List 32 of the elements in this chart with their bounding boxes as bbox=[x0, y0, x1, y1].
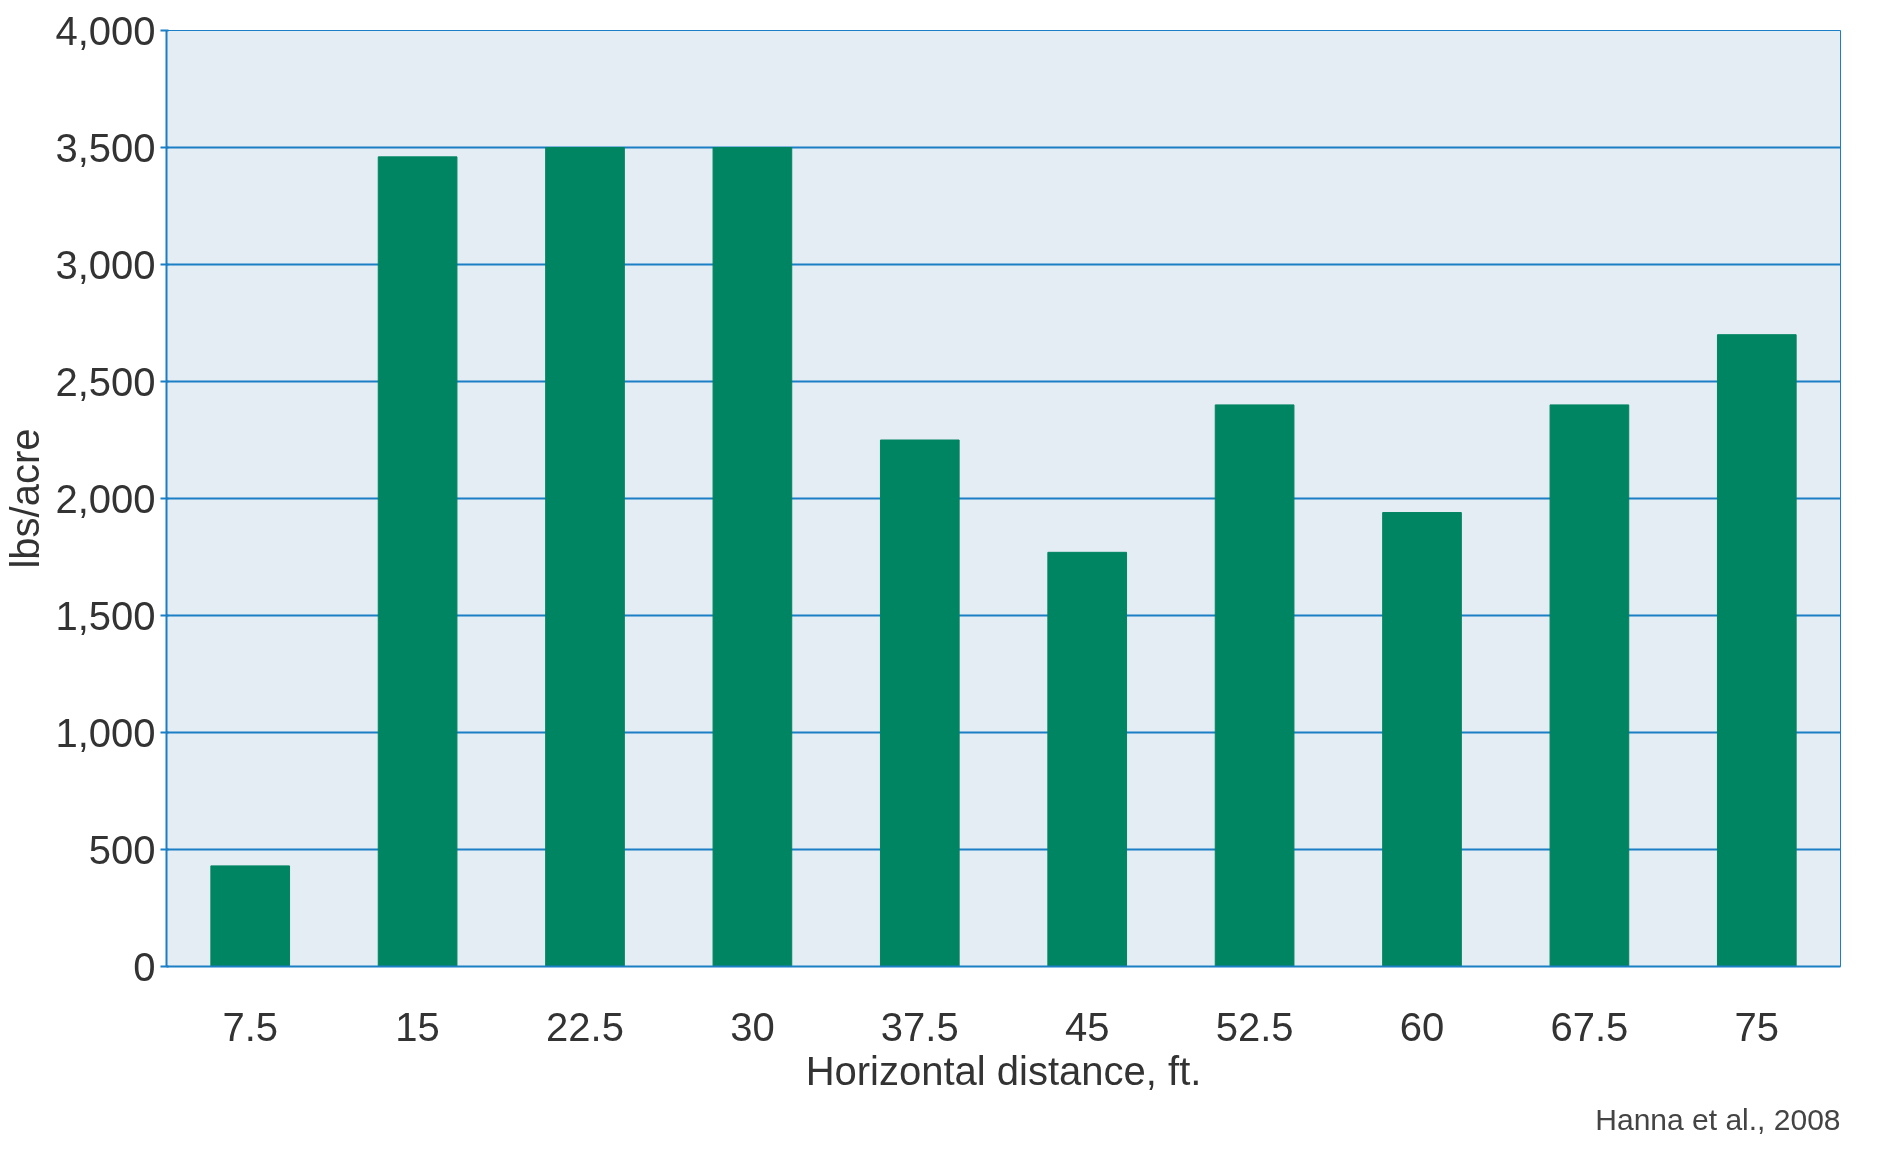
x-tick-label: 15 bbox=[395, 1004, 440, 1049]
bar bbox=[210, 865, 291, 967]
y-tick-label: 0 bbox=[133, 944, 156, 989]
x-tick-label: 52.5 bbox=[1215, 1004, 1294, 1049]
bar bbox=[1382, 512, 1462, 967]
x-tick-label: 7.5 bbox=[222, 1004, 279, 1049]
x-tick-label: 22.5 bbox=[546, 1004, 624, 1049]
y-tick-label: 1,500 bbox=[55, 593, 156, 638]
x-tick-label: 75 bbox=[1734, 1004, 1780, 1049]
bar bbox=[377, 156, 458, 967]
x-tick-label: 67.5 bbox=[1550, 1004, 1629, 1049]
y-tick-label: 3,500 bbox=[55, 125, 156, 170]
y-tick-label: 4,000 bbox=[55, 8, 156, 53]
bar bbox=[1716, 334, 1797, 967]
text: Hanna et al., 2008 bbox=[1595, 1102, 1841, 1136]
x-tick-label: 37.5 bbox=[880, 1004, 959, 1049]
bar bbox=[712, 147, 793, 967]
y-tick-label: 2,500 bbox=[55, 359, 156, 404]
x-axis-title: Horizontal distance, ft. bbox=[805, 1048, 1202, 1093]
y-tick-label: 2,000 bbox=[55, 476, 156, 521]
y-tick-label: 1,000 bbox=[55, 710, 156, 755]
y-axis-title: lbs/acre bbox=[3, 428, 48, 569]
x-tick-label: 45 bbox=[1064, 1004, 1110, 1049]
y-tick-label: 500 bbox=[88, 827, 156, 872]
bar bbox=[1549, 404, 1630, 967]
bar bbox=[879, 439, 960, 967]
bar bbox=[1047, 551, 1128, 967]
y-tick-label: 3,000 bbox=[55, 242, 156, 287]
bar bbox=[545, 147, 625, 967]
x-tick-label: 60 bbox=[1399, 1004, 1445, 1049]
bar bbox=[1214, 404, 1295, 967]
x-tick-label: 30 bbox=[730, 1004, 775, 1049]
